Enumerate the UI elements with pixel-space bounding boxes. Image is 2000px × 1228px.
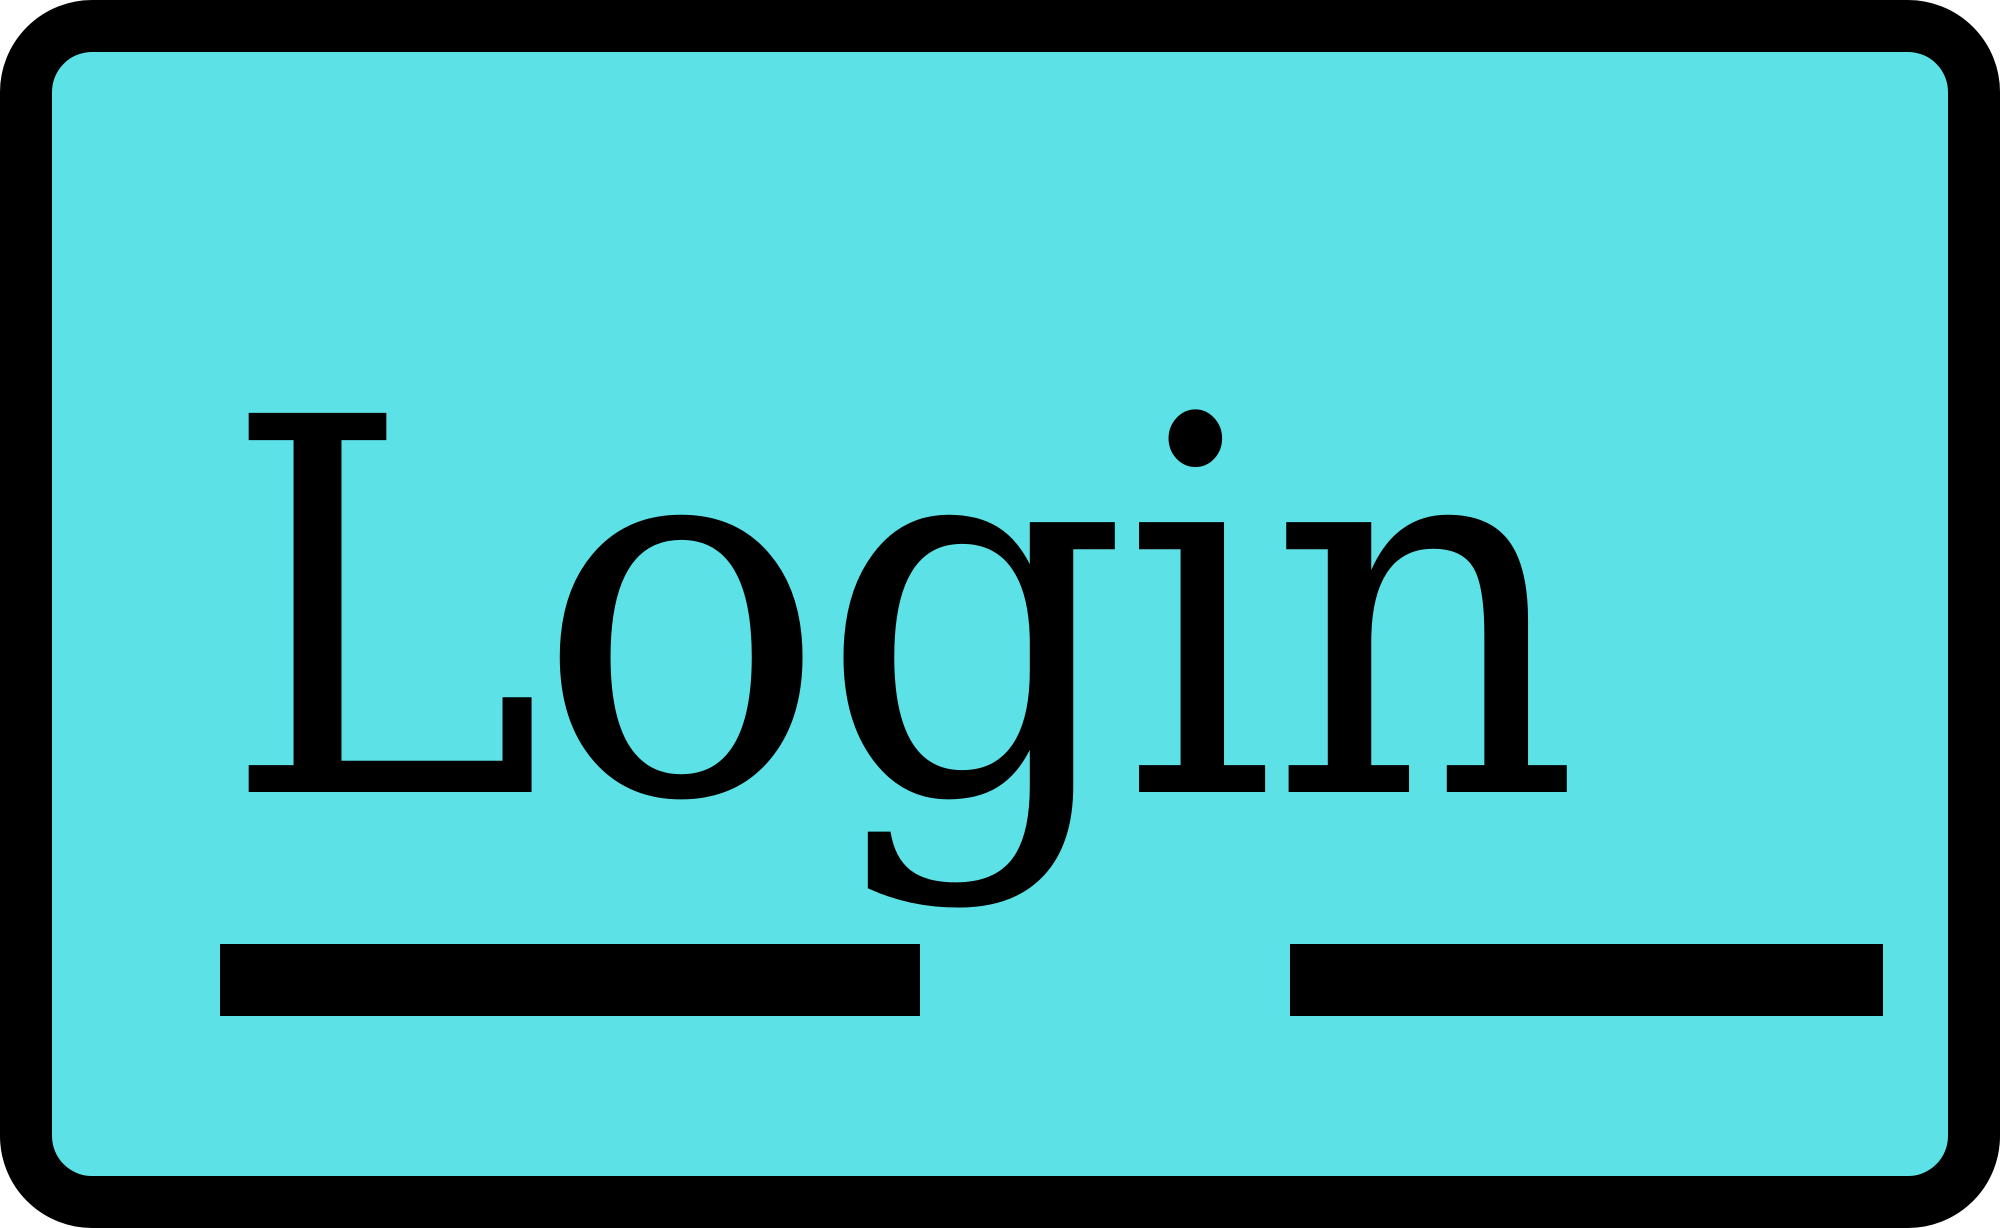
left-underline-bar bbox=[220, 944, 920, 1016]
login-label: Login bbox=[222, 309, 1580, 915]
right-underline-bar bbox=[1290, 944, 1883, 1016]
